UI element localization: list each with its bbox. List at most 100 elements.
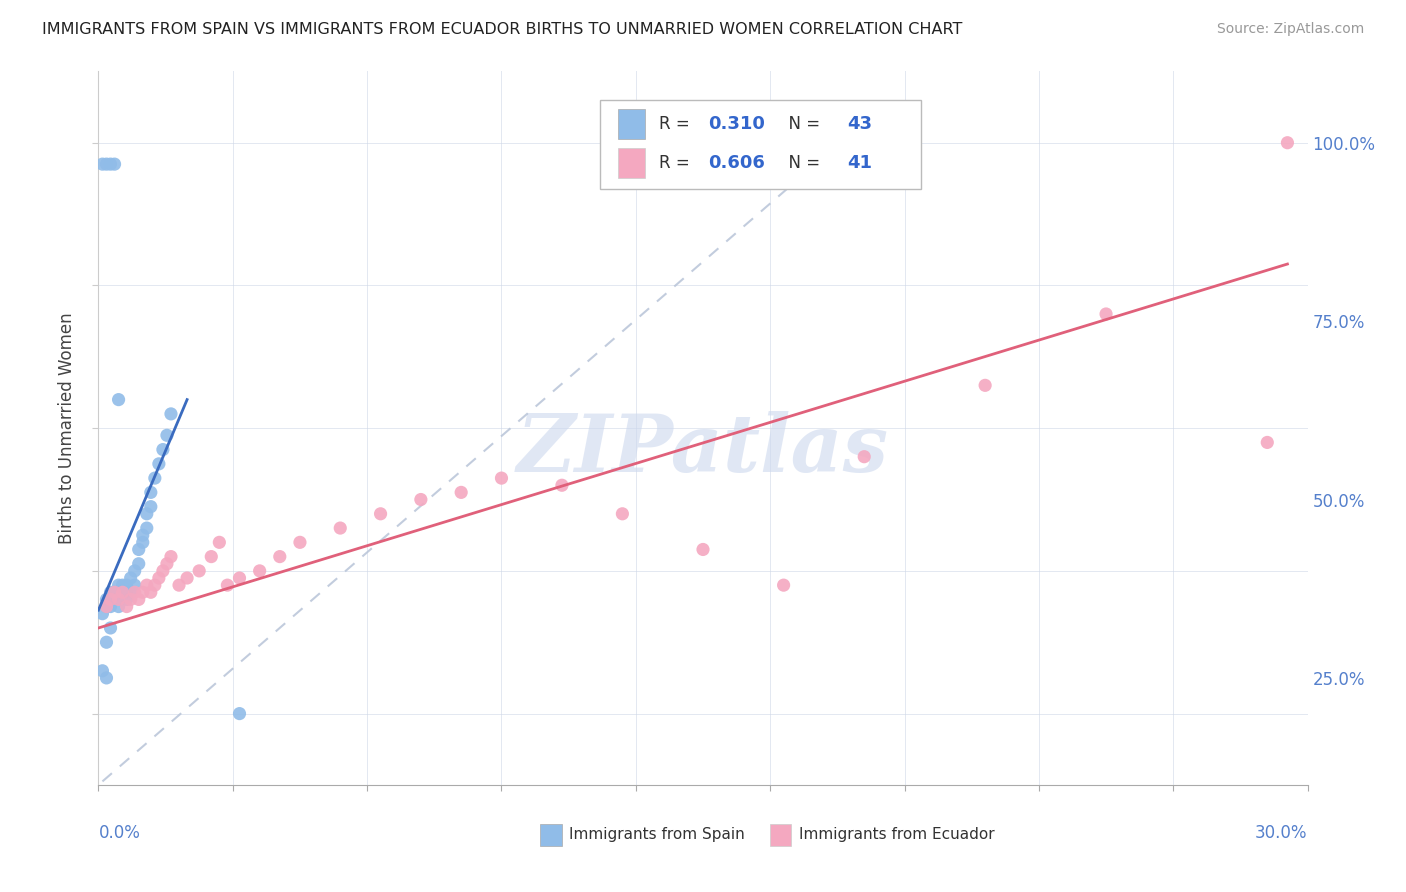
Point: [148, 457, 170, 471]
Point: [103, 157, 125, 171]
Point: [120, 592, 142, 607]
Point: [176, 571, 198, 585]
Point: [135, 521, 157, 535]
Point: [156, 557, 179, 571]
Point: [107, 578, 129, 592]
Text: 41: 41: [846, 154, 872, 172]
Point: [115, 578, 138, 592]
Point: [115, 585, 138, 599]
Text: 0.606: 0.606: [707, 154, 765, 172]
Point: [1095, 307, 1118, 321]
Text: R =: R =: [659, 154, 696, 172]
Point: [370, 507, 392, 521]
Point: [107, 592, 129, 607]
Text: N =: N =: [778, 115, 825, 133]
Point: [96, 635, 118, 649]
Point: [200, 549, 222, 564]
Text: IMMIGRANTS FROM SPAIN VS IMMIGRANTS FROM ECUADOR BIRTHS TO UNMARRIED WOMEN CORRE: IMMIGRANTS FROM SPAIN VS IMMIGRANTS FROM…: [42, 22, 963, 37]
Text: Immigrants from Spain: Immigrants from Spain: [569, 828, 745, 842]
Point: [96, 592, 118, 607]
Point: [103, 585, 125, 599]
Point: [124, 585, 146, 599]
Point: [100, 585, 122, 599]
Point: [974, 378, 997, 392]
Point: [124, 578, 146, 592]
Point: [128, 592, 150, 607]
Point: [853, 450, 876, 464]
Point: [269, 549, 291, 564]
Text: Immigrants from Ecuador: Immigrants from Ecuador: [799, 828, 994, 842]
Point: [217, 578, 239, 592]
Text: ZIPatlas: ZIPatlas: [517, 411, 889, 488]
Point: [148, 571, 170, 585]
Bar: [769, 824, 792, 846]
Text: 30.0%: 30.0%: [1256, 824, 1308, 842]
Point: [111, 578, 134, 592]
Point: [100, 592, 122, 607]
Text: R =: R =: [659, 115, 696, 133]
Point: [107, 592, 129, 607]
Y-axis label: Births to Unmarried Women: Births to Unmarried Women: [58, 312, 76, 544]
Point: [132, 528, 155, 542]
Point: [139, 485, 162, 500]
Point: [612, 507, 634, 521]
Point: [103, 592, 125, 607]
Point: [143, 471, 166, 485]
Point: [228, 571, 250, 585]
Point: [135, 578, 157, 592]
Point: [160, 407, 183, 421]
Point: [228, 706, 250, 721]
Point: [100, 592, 122, 607]
Point: [139, 585, 162, 599]
Point: [208, 535, 231, 549]
Point: [107, 392, 129, 407]
Point: [115, 599, 138, 614]
Point: [152, 564, 174, 578]
Point: [249, 564, 271, 578]
Point: [152, 442, 174, 457]
Point: [111, 585, 134, 599]
Point: [167, 578, 190, 592]
Point: [409, 492, 432, 507]
Text: Source: ZipAtlas.com: Source: ZipAtlas.com: [1216, 22, 1364, 37]
Point: [103, 585, 125, 599]
Bar: [619, 148, 645, 178]
Point: [124, 564, 146, 578]
Point: [772, 578, 794, 592]
Bar: [619, 109, 645, 139]
Point: [107, 599, 129, 614]
Point: [329, 521, 352, 535]
Point: [96, 599, 118, 614]
Text: 0.310: 0.310: [707, 115, 765, 133]
Point: [100, 157, 122, 171]
Point: [120, 571, 142, 585]
Point: [100, 621, 122, 635]
Point: [160, 549, 183, 564]
Point: [128, 557, 150, 571]
Point: [120, 585, 142, 599]
Bar: [540, 824, 561, 846]
Point: [188, 564, 211, 578]
Point: [692, 542, 714, 557]
Point: [135, 507, 157, 521]
Point: [156, 428, 179, 442]
Point: [96, 671, 118, 685]
Point: [143, 578, 166, 592]
Point: [1277, 136, 1299, 150]
Text: 43: 43: [846, 115, 872, 133]
Point: [91, 607, 114, 621]
Point: [100, 599, 122, 614]
Point: [132, 535, 155, 549]
Point: [91, 157, 114, 171]
Point: [551, 478, 574, 492]
Point: [128, 542, 150, 557]
Point: [111, 585, 134, 599]
Text: N =: N =: [778, 154, 825, 172]
Point: [91, 664, 114, 678]
Point: [450, 485, 472, 500]
Point: [132, 585, 155, 599]
Point: [1256, 435, 1278, 450]
Point: [96, 599, 118, 614]
Point: [139, 500, 162, 514]
Point: [96, 157, 118, 171]
